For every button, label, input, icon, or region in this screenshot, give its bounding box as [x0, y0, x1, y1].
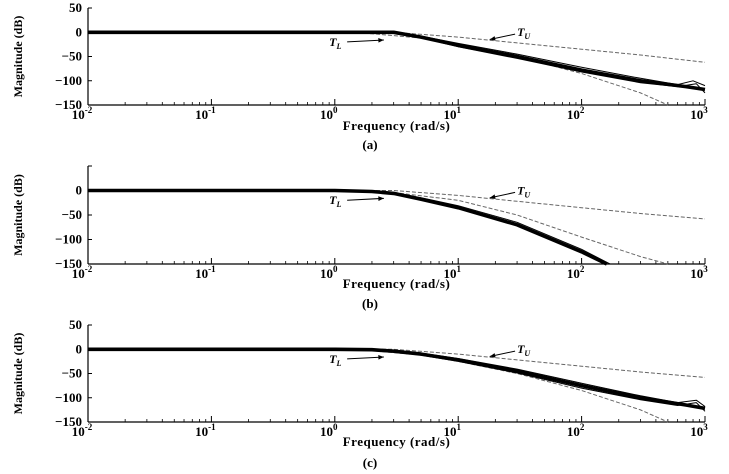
x-tick-label: 10-2	[72, 264, 93, 281]
y-axis-title: Magnitude (dB)	[11, 333, 25, 415]
y-tick-label: −100	[55, 232, 82, 247]
bound-label-l: TL	[329, 193, 341, 209]
x-axis-title: Frequency (rad/s)	[343, 118, 451, 133]
response-envelope-line	[88, 347, 706, 411]
annotation-arrowhead	[489, 36, 496, 41]
x-tick-label: 100	[320, 105, 338, 122]
response-envelope-line	[88, 30, 706, 92]
x-tick-label: 102	[567, 264, 585, 281]
y-tick-label: −50	[62, 49, 82, 64]
y-tick-label: −50	[62, 207, 82, 222]
y-axis-title: Magnitude (dB)	[11, 174, 25, 256]
y-tick-label: 0	[76, 183, 83, 198]
y-tick-label: 50	[69, 317, 82, 332]
y-tick-label: −150	[55, 414, 82, 429]
x-tick-label: 101	[443, 264, 461, 281]
x-tick-label: 101	[443, 422, 461, 439]
x-tick-label: 10-1	[195, 422, 216, 439]
y-tick-label: −50	[62, 366, 82, 381]
x-tick-label: 100	[320, 264, 338, 281]
y-tick-label: 0	[76, 341, 83, 356]
annotation-arrowhead	[489, 194, 496, 199]
x-tick-label: 10-1	[195, 105, 216, 122]
upper-bound-line	[88, 348, 706, 378]
x-tick-label: 103	[690, 264, 708, 281]
x-tick-label: 103	[690, 105, 708, 122]
x-tick-label: 101	[443, 105, 461, 122]
bound-label-u: TU	[517, 25, 531, 41]
panel-caption: (c)	[363, 455, 377, 470]
bound-label-l: TL	[329, 35, 341, 51]
response-line	[88, 348, 706, 407]
x-tick-label: 100	[320, 422, 338, 439]
x-tick-label: 10-2	[72, 422, 93, 439]
x-axis-title: Frequency (rad/s)	[343, 434, 451, 449]
y-tick-label: −100	[55, 73, 82, 88]
y-tick-label: 0	[76, 24, 83, 39]
y-tick-label: −150	[55, 256, 82, 271]
y-tick-label: −100	[55, 390, 82, 405]
x-tick-label: 102	[567, 422, 585, 439]
x-axis-title: Frequency (rad/s)	[343, 276, 451, 291]
response-line	[88, 190, 611, 265]
x-tick-label: 102	[567, 105, 585, 122]
y-axis-title: Magnitude (dB)	[11, 16, 25, 98]
panel-caption: (a)	[362, 137, 377, 152]
y-tick-label: −150	[55, 97, 82, 112]
annotation-arrow	[347, 197, 384, 201]
x-tick-label: 10-2	[72, 105, 93, 122]
annotation-arrowhead	[378, 37, 384, 43]
annotation-arrowhead	[489, 353, 496, 358]
y-tick-label: 50	[69, 0, 82, 15]
annotation-arrow	[347, 39, 384, 43]
upper-bound-line	[88, 31, 706, 63]
response-line	[88, 348, 706, 412]
bound-label-u: TU	[517, 342, 531, 358]
bound-label-l: TL	[329, 352, 341, 368]
panel-caption: (b)	[362, 296, 378, 311]
upper-bound-line	[88, 190, 706, 220]
x-tick-label: 10-1	[195, 264, 216, 281]
bound-label-u: TU	[517, 183, 531, 199]
annotation-arrow	[347, 356, 384, 360]
annotation-arrowhead	[378, 196, 384, 201]
annotation-arrowhead	[378, 354, 384, 360]
response-line	[88, 31, 706, 94]
x-tick-label: 103	[690, 422, 708, 439]
